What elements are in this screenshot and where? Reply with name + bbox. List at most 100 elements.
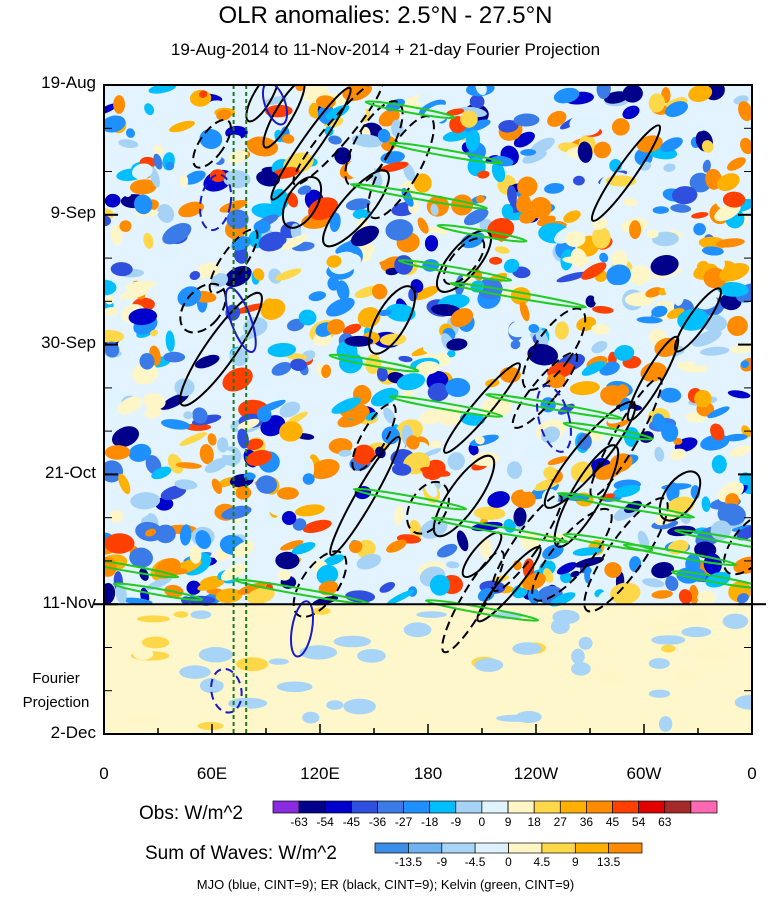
obs-anomaly-cell bbox=[118, 139, 139, 148]
obs-anomaly-cell bbox=[652, 413, 667, 431]
footnote: MJO (blue, CINT=9); ER (black, CINT=9); … bbox=[196, 877, 575, 892]
obs-anomaly-cell bbox=[701, 496, 711, 512]
obs-anomaly-cell bbox=[722, 191, 746, 208]
obs-anomaly-cell bbox=[487, 491, 510, 508]
obs-anomaly-cell bbox=[295, 85, 305, 92]
x-tick-label: 60E bbox=[196, 764, 228, 783]
obs-anomaly-cell bbox=[417, 217, 429, 234]
obs-anomaly-cell bbox=[189, 270, 201, 281]
projection-anomaly-cell bbox=[190, 610, 212, 619]
obs-colorbar-tick-label: 63 bbox=[658, 815, 672, 829]
obs-anomaly-cell bbox=[258, 231, 287, 252]
obs-colorbar-label: Obs: W/m^2 bbox=[139, 803, 243, 824]
obs-anomaly-cell bbox=[429, 574, 451, 596]
obs-anomaly-cell bbox=[645, 287, 663, 298]
obs-anomaly-cell bbox=[174, 378, 195, 397]
er-wave-contour bbox=[521, 307, 587, 391]
projection-label-line1: Fourier bbox=[32, 670, 80, 687]
obs-anomaly-cell bbox=[547, 456, 569, 466]
obs-anomaly-cell bbox=[331, 397, 361, 414]
obs-anomaly-cell bbox=[194, 354, 220, 369]
obs-colorbar-tick-label: -18 bbox=[421, 815, 439, 829]
obs-anomaly-cell bbox=[733, 556, 752, 574]
obs-anomaly-cell bbox=[279, 421, 303, 442]
obs-anomaly-cell bbox=[498, 120, 519, 133]
obs-anomaly-cell bbox=[338, 449, 352, 457]
obs-anomaly-cell bbox=[456, 530, 469, 552]
waves-colorbar-swatch bbox=[474, 842, 509, 854]
obs-anomaly-cell bbox=[233, 246, 249, 264]
obs-anomaly-cell bbox=[651, 590, 673, 599]
er-wave-contour bbox=[208, 228, 259, 295]
kelvin-wave-contour bbox=[670, 570, 752, 589]
obs-anomaly-cell bbox=[459, 412, 485, 426]
obs-anomaly-cell bbox=[303, 457, 315, 480]
obs-anomaly-cell bbox=[696, 260, 709, 271]
obs-anomaly-cell bbox=[321, 364, 332, 379]
obs-anomaly-cell bbox=[636, 316, 663, 324]
obs-colorbar-swatch bbox=[690, 800, 718, 814]
obs-anomaly-cell bbox=[707, 406, 730, 419]
projection-anomaly-cell bbox=[173, 611, 189, 618]
obs-anomaly-cell bbox=[117, 396, 143, 415]
obs-anomaly-cell bbox=[727, 315, 748, 337]
obs-colorbar-swatch bbox=[298, 800, 326, 814]
obs-anomaly-cell bbox=[275, 268, 302, 281]
obs-anomaly-cell bbox=[677, 308, 709, 331]
mjo-wave-contour bbox=[536, 384, 572, 453]
obs-anomaly-cell bbox=[152, 145, 164, 156]
obs-anomaly-cell bbox=[522, 483, 536, 492]
waves-colorbar-swatch bbox=[574, 842, 610, 854]
obs-anomaly-cell bbox=[355, 101, 367, 121]
obs-anomaly-cell bbox=[394, 504, 404, 527]
obs-anomaly-cell bbox=[564, 231, 586, 248]
obs-anomaly-cell bbox=[278, 569, 291, 581]
obs-anomaly-cell bbox=[318, 580, 339, 596]
projection-anomaly-cell bbox=[673, 669, 699, 682]
obs-anomaly-cell bbox=[104, 295, 115, 305]
obs-anomaly-cell bbox=[184, 423, 211, 431]
obs-anomaly-cell bbox=[216, 109, 232, 121]
obs-anomaly-cell bbox=[691, 212, 709, 219]
obs-anomaly-cell bbox=[694, 389, 712, 408]
obs-anomaly-cell bbox=[129, 547, 153, 568]
obs-anomaly-cell bbox=[719, 263, 750, 282]
obs-anomaly-cell bbox=[217, 437, 229, 453]
obs-colorbar-swatch bbox=[664, 800, 692, 814]
y-tick-label: 11-Nov bbox=[42, 593, 96, 612]
obs-anomaly-cell bbox=[326, 319, 345, 335]
kelvin-wave-contour bbox=[431, 516, 569, 544]
projection-anomaly-cell bbox=[141, 636, 170, 649]
kelvin-wave-contour bbox=[364, 100, 456, 120]
obs-anomaly-cell bbox=[371, 283, 388, 300]
obs-colorbar-tick-label: -45 bbox=[342, 815, 361, 829]
obs-anomaly-cell bbox=[535, 329, 549, 347]
obs-anomaly-cell bbox=[169, 120, 195, 133]
obs-anomaly-cell bbox=[256, 406, 272, 423]
kelvin-wave-contour bbox=[328, 353, 420, 373]
er-wave-contour bbox=[344, 100, 404, 188]
er-wave-contour bbox=[491, 493, 563, 593]
obs-anomaly-cell bbox=[612, 484, 641, 498]
obs-anomaly-cell bbox=[717, 282, 749, 297]
obs-anomaly-cell bbox=[162, 514, 171, 522]
obs-anomaly-cell bbox=[519, 301, 530, 322]
obs-anomaly-cell bbox=[266, 495, 294, 517]
obs-colorbar-tick-label: -54 bbox=[316, 815, 334, 829]
projection-anomaly-cell bbox=[357, 649, 386, 663]
obs-anomaly-cell bbox=[477, 170, 490, 179]
x-tick-label: 60W bbox=[626, 764, 662, 783]
obs-anomaly-cell bbox=[292, 518, 307, 531]
projection-anomaly-cell bbox=[722, 613, 749, 629]
obs-anomaly-cell bbox=[651, 231, 679, 247]
obs-anomaly-cell bbox=[379, 161, 409, 173]
projection-anomaly-cell bbox=[550, 618, 570, 635]
obs-anomaly-cell bbox=[104, 329, 125, 343]
obs-anomaly-cell bbox=[237, 582, 267, 595]
obs-anomaly-cell bbox=[199, 128, 223, 150]
obs-anomaly-cell bbox=[585, 295, 597, 308]
chart-subtitle: 19-Aug-2014 to 11-Nov-2014 + 21-day Four… bbox=[170, 40, 601, 59]
projection-anomaly-cell bbox=[578, 636, 593, 650]
obs-anomaly-cell bbox=[415, 361, 440, 375]
